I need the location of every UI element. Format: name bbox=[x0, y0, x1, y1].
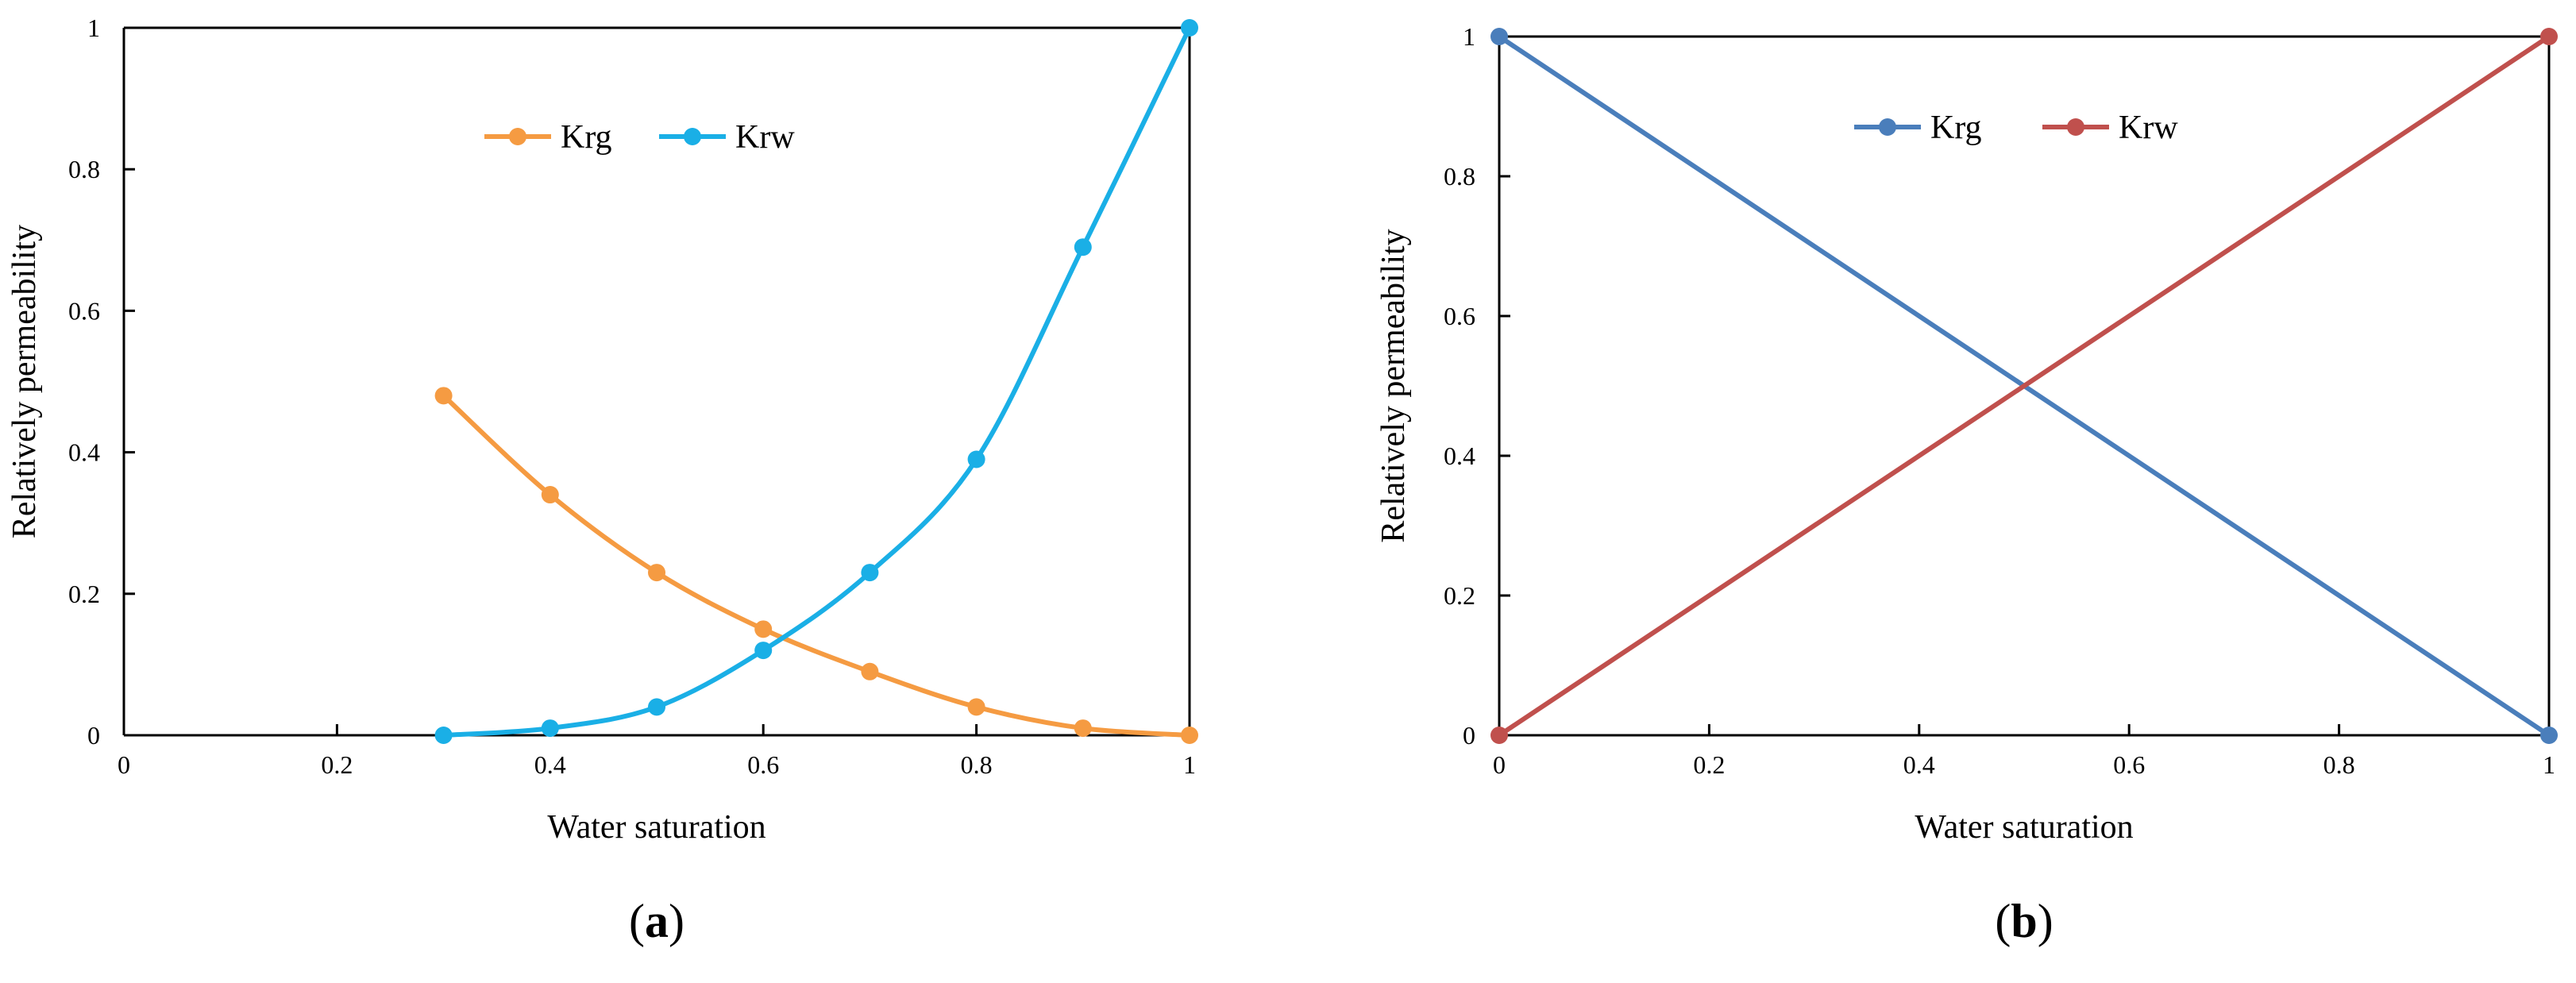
legend-swatch-marker bbox=[509, 128, 526, 145]
y-tick-label: 0.8 bbox=[1444, 162, 1475, 191]
data-point-krw bbox=[1490, 727, 1508, 744]
series-line-krg bbox=[441, 393, 1192, 738]
y-tick-label: 0.8 bbox=[68, 155, 100, 183]
data-point-krw bbox=[541, 719, 559, 738]
legend-label-krg: Krg bbox=[1930, 110, 1982, 146]
x-tick-label: 0.4 bbox=[1903, 750, 1935, 779]
chart-panel-a: 0 0.2 0.4 0.6 0.8 1 0 0.2 0.4 0.6 0.8 1 Water satura… bbox=[6, 13, 1198, 947]
data-point-krw bbox=[1181, 19, 1198, 37]
data-point-krw bbox=[648, 698, 665, 716]
plot-frame bbox=[1498, 35, 2551, 737]
legend-label-krg: Krg bbox=[561, 119, 612, 156]
x-tick-label: 0.2 bbox=[321, 750, 353, 779]
data-point-krw bbox=[967, 450, 985, 468]
y-axis-title: Relatively permeability bbox=[6, 225, 43, 538]
x-tick-label: 0.6 bbox=[747, 750, 779, 779]
data-point-krg bbox=[1490, 28, 1508, 45]
x-tick-label: 1 bbox=[2543, 750, 2555, 779]
panel-label: (b) bbox=[1995, 895, 2053, 947]
y-tick-label: 0.2 bbox=[68, 580, 100, 608]
legend-label-krw: Krw bbox=[735, 119, 795, 156]
data-point-krw bbox=[1074, 238, 1092, 256]
series-line-krw bbox=[441, 25, 1192, 738]
legend-label-krw: Krw bbox=[2119, 110, 2178, 146]
y-tick-label: 0.4 bbox=[68, 438, 100, 467]
x-tick-label: 0.6 bbox=[2113, 750, 2145, 779]
y-tick-label: 0 bbox=[1463, 721, 1475, 750]
y-tick-label: 0.6 bbox=[68, 296, 100, 325]
x-tick-label: 0.4 bbox=[534, 750, 566, 779]
y-tick-label: 1 bbox=[1463, 22, 1475, 51]
y-tick-label: 0.6 bbox=[1444, 302, 1475, 330]
chart-panel-b: 0 0.2 0.4 0.6 0.8 1 0 0.2 0.4 0.6 0.8 1 Water satura… bbox=[1375, 22, 2558, 947]
y-tick-label: 1 bbox=[87, 13, 100, 42]
y-axis-title: Relatively permeability bbox=[1375, 229, 1412, 542]
x-axis-title: Water saturation bbox=[1915, 809, 2133, 846]
y-tick-label: 0.4 bbox=[1444, 441, 1475, 470]
data-point-krw bbox=[434, 727, 453, 744]
data-point-krg bbox=[2540, 727, 2558, 744]
data-point-krg bbox=[967, 698, 985, 716]
x-tick-label: 0 bbox=[1493, 750, 1506, 779]
legend-swatch-marker bbox=[1879, 118, 1896, 136]
data-point-krg bbox=[648, 564, 665, 582]
data-point-krg bbox=[861, 662, 879, 680]
x-axis-title: Water saturation bbox=[547, 809, 765, 846]
legend-swatch-marker bbox=[2067, 118, 2084, 136]
legend-swatch-marker bbox=[684, 128, 701, 145]
x-tick-label: 1 bbox=[1183, 750, 1196, 779]
x-tick-label: 0 bbox=[118, 750, 130, 779]
y-tick-label: 0.2 bbox=[1444, 581, 1475, 610]
data-point-krg bbox=[434, 387, 453, 405]
data-point-krw bbox=[754, 642, 773, 660]
data-point-krg bbox=[754, 620, 773, 638]
data-point-krw bbox=[861, 564, 879, 582]
series-line-krw bbox=[1497, 34, 2551, 738]
y-tick-label: 0 bbox=[87, 721, 100, 750]
data-point-krw bbox=[2540, 28, 2558, 45]
x-tick-label: 0.8 bbox=[2323, 750, 2355, 779]
data-point-krg bbox=[541, 486, 559, 504]
x-tick-label: 0.8 bbox=[961, 750, 993, 779]
data-point-krg bbox=[1074, 719, 1092, 738]
x-tick-label: 0.2 bbox=[1693, 750, 1725, 779]
panel-label: (a) bbox=[629, 895, 684, 947]
data-point-krg bbox=[1181, 727, 1198, 744]
